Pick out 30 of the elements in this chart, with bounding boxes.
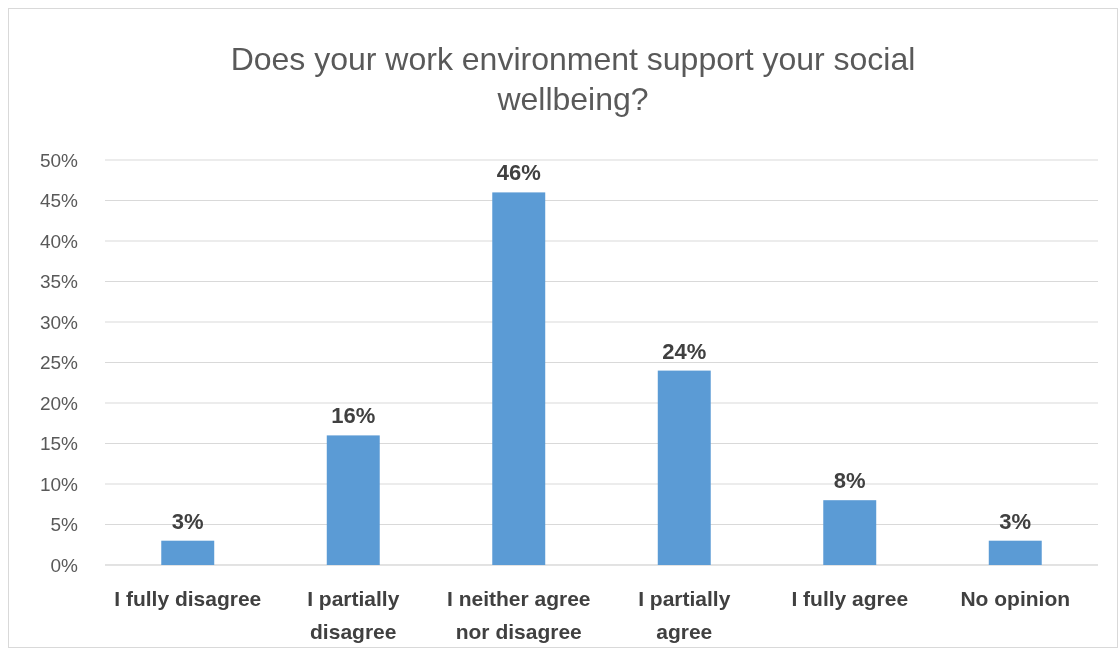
data-label: 3% xyxy=(171,508,204,534)
y-tick-label: 0% xyxy=(50,554,79,576)
data-label: 8% xyxy=(833,468,866,494)
data-label: 16% xyxy=(331,403,376,429)
y-tick-label: 5% xyxy=(50,514,79,536)
data-label: 3% xyxy=(999,508,1032,534)
x-tick-label: I partially agree xyxy=(638,587,731,643)
y-tick-label: 45% xyxy=(39,190,79,212)
x-tick-label: I fully agree xyxy=(791,587,909,610)
x-tick-label: I fully disagree xyxy=(114,587,262,610)
y-tick-label: 40% xyxy=(39,230,79,252)
chart-title: Does your work environment support your social wellbeing? xyxy=(230,41,916,117)
bar xyxy=(988,540,1042,565)
y-tick-label: 35% xyxy=(39,271,79,293)
bar xyxy=(161,540,215,565)
data-label: 24% xyxy=(662,338,707,364)
data-label: 46% xyxy=(496,160,541,186)
y-tick-label: 20% xyxy=(39,392,79,414)
bar xyxy=(326,435,380,565)
y-tick-label: 50% xyxy=(39,149,79,171)
x-tick-label: I neither agree nor disagree xyxy=(446,587,591,643)
y-tick-label: 10% xyxy=(39,473,79,495)
y-tick-label: 15% xyxy=(39,433,79,455)
bar xyxy=(657,370,711,565)
y-tick-label: 30% xyxy=(39,311,79,333)
y-tick-label: 25% xyxy=(39,352,79,374)
x-tick-label: No opinion xyxy=(960,587,1071,610)
bar xyxy=(492,192,546,565)
bar xyxy=(823,500,877,565)
x-tick-label: I partially disagree xyxy=(307,587,400,643)
